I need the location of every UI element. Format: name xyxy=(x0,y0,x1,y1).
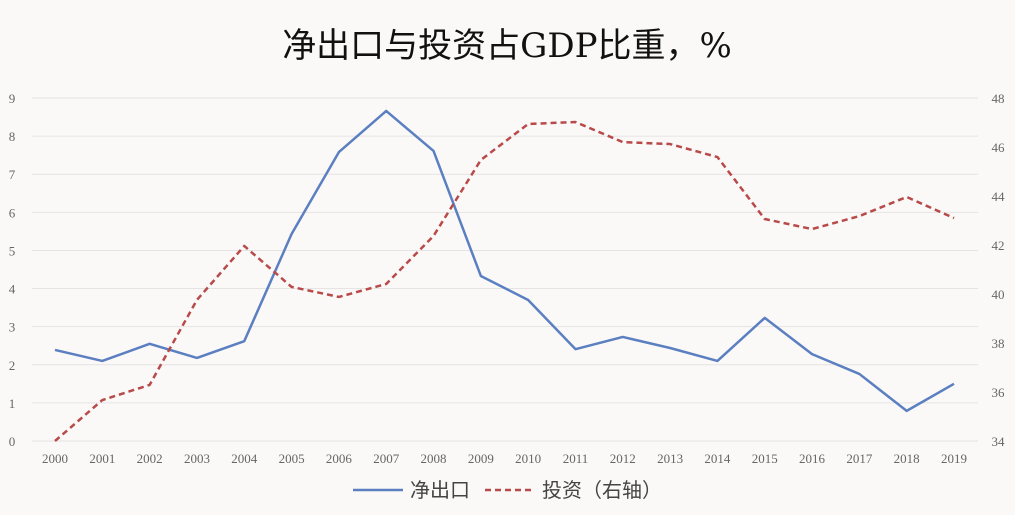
right-axis-ticks: 34 36 38 40 42 44 46 48 xyxy=(992,91,1006,449)
left-tick-label: 6 xyxy=(9,205,16,220)
left-tick-label: 5 xyxy=(9,243,16,258)
legend-label-net-exports: 净出口 xyxy=(410,478,470,502)
chart-title: 净出口与投资占GDP比重，% xyxy=(282,26,732,66)
gridlines xyxy=(32,97,978,442)
right-tick-label: 40 xyxy=(992,287,1005,302)
x-tick-label: 2012 xyxy=(610,451,636,466)
right-tick-label: 46 xyxy=(992,140,1006,155)
x-tick-label: 2016 xyxy=(799,451,826,466)
x-tick-label: 2000 xyxy=(42,451,68,466)
left-tick-label: 9 xyxy=(9,91,16,106)
left-axis-ticks: 0 1 2 3 4 5 6 7 8 9 xyxy=(9,91,16,449)
right-tick-label: 42 xyxy=(992,238,1005,253)
x-tick-label: 2017 xyxy=(846,451,873,466)
left-tick-label: 4 xyxy=(9,282,16,297)
left-tick-label: 7 xyxy=(9,167,16,182)
left-tick-label: 2 xyxy=(9,358,16,373)
x-tick-label: 2015 xyxy=(752,451,778,466)
x-tick-label: 2001 xyxy=(89,451,115,466)
x-tick-label: 2011 xyxy=(563,451,589,466)
series-line-1 xyxy=(54,120,955,442)
x-tick-label: 2014 xyxy=(704,451,731,466)
left-tick-label: 3 xyxy=(9,320,16,335)
left-tick-label: 8 xyxy=(9,129,16,144)
x-tick-label: 2004 xyxy=(231,451,258,466)
x-tick-label: 2006 xyxy=(326,451,353,466)
x-tick-label: 2010 xyxy=(515,451,541,466)
right-tick-label: 44 xyxy=(992,189,1006,204)
x-tick-label: 2009 xyxy=(468,451,494,466)
right-tick-label: 36 xyxy=(992,385,1006,400)
x-tick-label: 2008 xyxy=(421,451,447,466)
x-tick-label: 2007 xyxy=(373,451,400,466)
right-tick-label: 38 xyxy=(992,336,1005,351)
x-tick-label: 2013 xyxy=(657,451,683,466)
legend: 净出口 投资（右轴） xyxy=(353,478,662,502)
x-tick-label: 2018 xyxy=(894,451,920,466)
legend-label-investment: 投资（右轴） xyxy=(542,478,662,502)
right-tick-label: 48 xyxy=(992,91,1005,106)
series-line-0 xyxy=(54,109,955,413)
x-tick-label: 2003 xyxy=(184,451,210,466)
right-tick-label: 34 xyxy=(992,434,1006,449)
x-tick-label: 2005 xyxy=(279,451,305,466)
x-tick-label: 2002 xyxy=(137,451,163,466)
left-tick-label: 0 xyxy=(9,434,16,449)
x-tick-label: 2019 xyxy=(941,451,967,466)
left-tick-label: 1 xyxy=(9,396,16,411)
x-axis-ticks: 2000 2001 2002 2003 2004 2005 2006 2007 2008 2009… xyxy=(42,451,967,466)
series-lines xyxy=(54,109,955,442)
